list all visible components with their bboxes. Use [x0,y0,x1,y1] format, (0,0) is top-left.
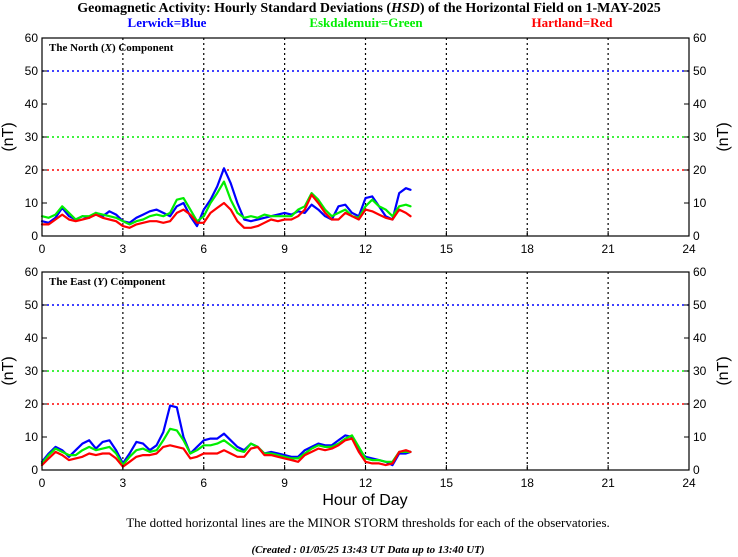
north-ytick-label-left: 10 [25,196,39,210]
east-xtick-label: 12 [359,476,373,490]
east-ytick-label-right: 30 [693,364,707,378]
north-xtick-label: 18 [521,242,535,256]
east-ytick-label-left: 60 [25,265,39,279]
north-ytick-label-right: 0 [693,229,700,243]
threshold-note: The dotted horizontal lines are the MINO… [126,515,610,530]
created-timestamp: (Created : 01/05/25 13:43 UT Data up to … [251,544,484,556]
north-ytick-label-left: 0 [31,229,38,243]
x-axis-title: Hour of Day [322,492,407,509]
north-ytick-label-left: 40 [25,97,39,111]
north-ytick-label-right: 40 [693,97,707,111]
north-xtick-label: 15 [440,242,454,256]
north-ytick-label-left: 60 [25,31,39,45]
east-xtick-label: 21 [601,476,615,490]
east-xtick-label: 0 [39,476,46,490]
east-ytick-label-left: 40 [25,331,39,345]
north-xtick-label: 12 [359,242,373,256]
north-ylabel-right: (nT) [715,122,732,151]
east-panel-title: The East (Y) Component [49,276,166,288]
north-ytick-label-right: 50 [693,64,707,78]
legend-eskdalemuir: Eskdalemuir=Green [309,15,423,30]
east-ytick-label-right: 20 [693,397,707,411]
east-ytick-label-left: 30 [25,364,39,378]
north-xtick-label: 21 [601,242,615,256]
east-ytick-label-left: 0 [31,463,38,477]
north-xtick-label: 24 [682,242,696,256]
east-series-eskdalemuir [40,427,412,467]
east-ytick-label-right: 10 [693,430,707,444]
east-ytick-label-right: 50 [693,298,707,312]
east-ytick-label-left: 20 [25,397,39,411]
east-xtick-label: 18 [521,476,535,490]
north-ytick-label-right: 20 [693,163,707,177]
north-xtick-label: 6 [200,242,207,256]
east-ytick-label-right: 60 [693,265,707,279]
north-series-hartland [40,193,412,229]
north-ytick-label-right: 30 [693,130,707,144]
north-xtick-label: 0 [39,242,46,256]
east-xtick-label: 9 [281,476,288,490]
east-xtick-label: 6 [200,476,207,490]
legend-lerwick: Lerwick=Blue [128,15,207,30]
north-xtick-label: 3 [120,242,127,256]
east-xtick-label: 15 [440,476,454,490]
east-ytick-label-left: 50 [25,298,39,312]
north-ytick-label-right: 10 [693,196,707,210]
east-ylabel-right: (nT) [715,356,732,385]
north-panel-title: The North (X) Component [49,42,174,54]
north-ytick-label-left: 30 [25,130,39,144]
east-ylabel-left: (nT) [0,356,17,385]
north-ylabel-left: (nT) [0,122,17,151]
east-ytick-label-left: 10 [25,430,39,444]
east-ytick-label-right: 40 [693,331,707,345]
north-ytick-label-left: 50 [25,64,39,78]
east-xtick-label: 24 [682,476,696,490]
chart-title: Geomagnetic Activity: Hourly Standard De… [77,1,660,16]
north-ytick-label-left: 20 [25,163,39,177]
east-ytick-label-right: 0 [693,463,700,477]
north-xtick-label: 9 [281,242,288,256]
east-series-lerwick [40,404,412,467]
east-xtick-label: 3 [120,476,127,490]
north-ytick-label-right: 60 [693,31,707,45]
east-series-hartland [40,437,412,468]
east-plot-frame [41,271,690,471]
legend-hartland: Hartland=Red [531,15,613,30]
